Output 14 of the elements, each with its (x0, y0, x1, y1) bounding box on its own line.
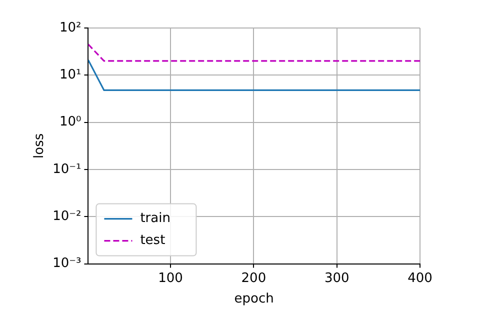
x-tick-label: 200 (241, 270, 266, 286)
y-tick-label: 10¹ (59, 68, 82, 83)
y-tick-label: 10⁻³ (52, 256, 82, 272)
x-tick-label: 100 (158, 270, 183, 286)
y-tick-label: 10⁻¹ (52, 162, 82, 177)
x-tick-label: 400 (408, 270, 432, 286)
x-tick-label: 300 (324, 270, 350, 286)
y-tick-label: 10⁰ (59, 114, 82, 130)
legend-label: test (140, 233, 166, 248)
y-axis-title: loss (32, 133, 48, 158)
x-axis-title: epoch (234, 292, 274, 307)
legend-label: train (140, 211, 170, 226)
y-tick-label: 10² (59, 20, 82, 36)
y-tick-label: 10⁻² (52, 209, 82, 224)
